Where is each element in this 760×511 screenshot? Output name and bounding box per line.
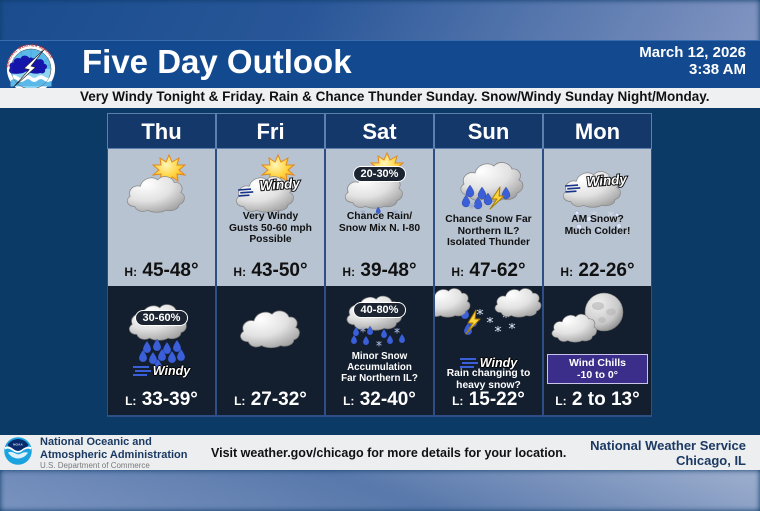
svg-text:Windy: Windy [586,172,629,190]
svg-text:NOAA: NOAA [13,443,23,447]
svg-text:Windy: Windy [259,176,302,194]
